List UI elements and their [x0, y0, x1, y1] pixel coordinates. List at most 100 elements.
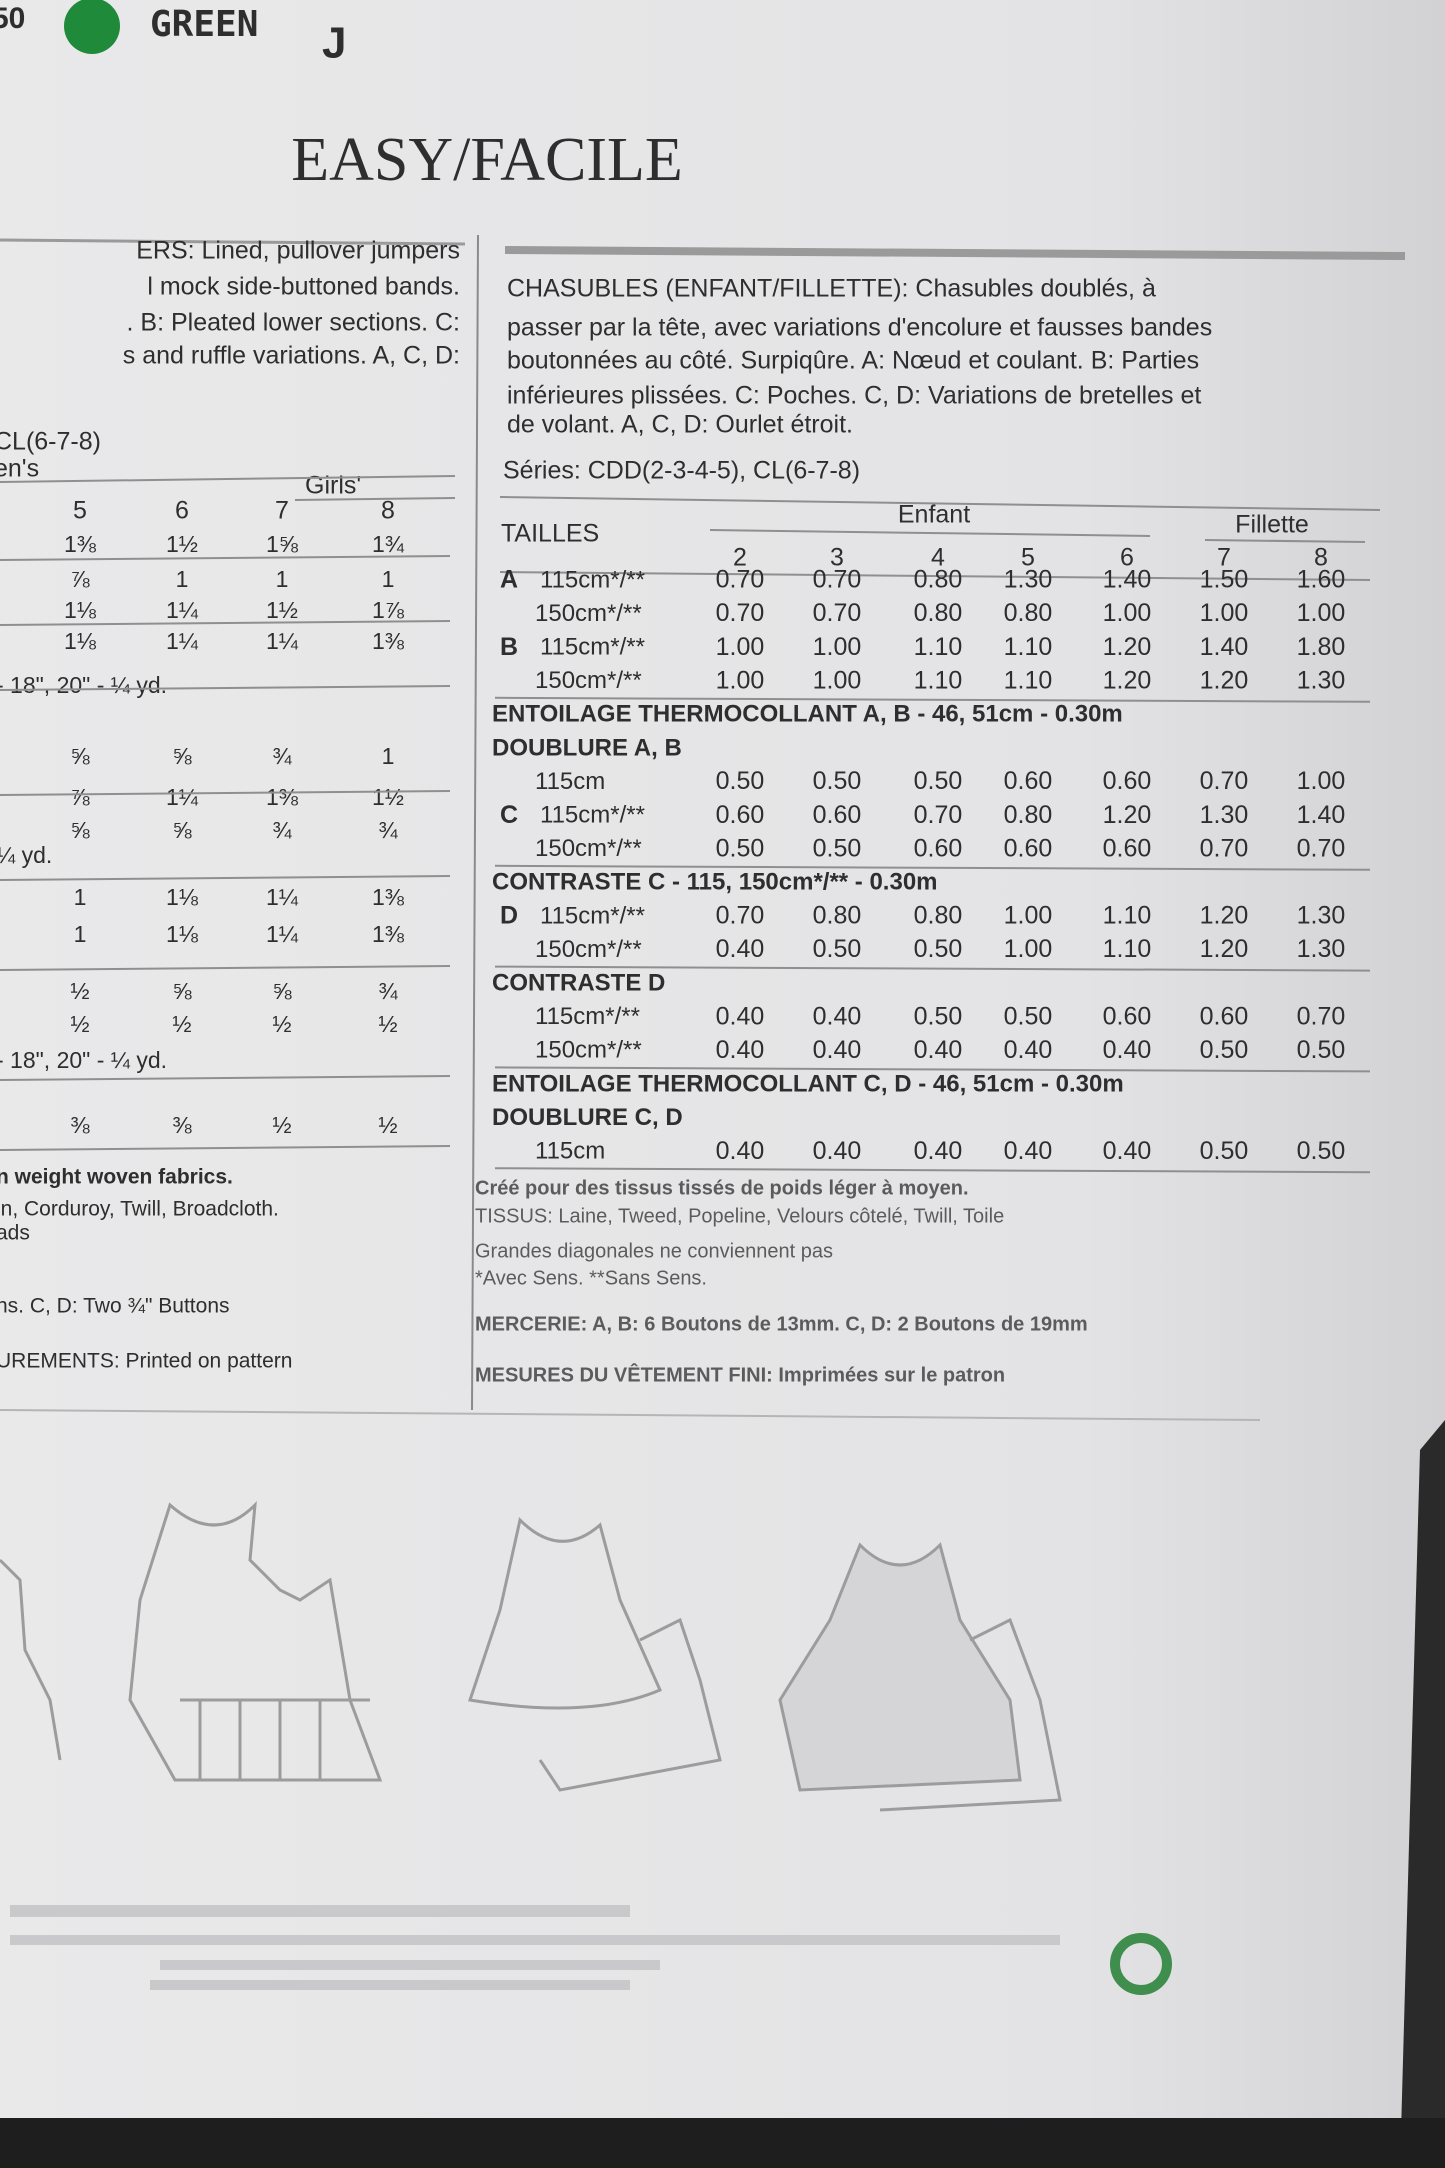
- section-heading: DOUBLURE A, B: [492, 734, 682, 761]
- yardage: 0.40: [716, 1036, 765, 1064]
- yardage: 0.60: [1103, 1002, 1152, 1030]
- yardage: 0.40: [1004, 1036, 1053, 1064]
- yardage: ½: [172, 1011, 191, 1037]
- yardage: 1¾: [372, 531, 405, 557]
- yardage: 1.30: [1297, 902, 1346, 930]
- yardage: ⅜: [70, 1112, 90, 1138]
- title: EASY/FACILE: [291, 126, 683, 194]
- yardage: 1.20: [1200, 902, 1249, 930]
- yardage: 0.50: [914, 1002, 963, 1030]
- yardage: 1⅛: [166, 884, 199, 910]
- rule: [294, 497, 456, 501]
- yardage: 1¼: [266, 628, 299, 654]
- note: TISSUS: Laine, Tweed, Popeline, Velours …: [475, 1205, 1004, 1227]
- recycle-icon: [1110, 1933, 1172, 1995]
- yardage: 1: [74, 921, 87, 947]
- rule: [1204, 539, 1366, 543]
- description-line: de volant. A, C, D: Ourlet étroit.: [507, 411, 853, 439]
- yardage: ¾: [378, 978, 398, 1004]
- yardage: 0.50: [1297, 1137, 1346, 1165]
- group-label: Girls': [305, 472, 361, 500]
- yardage: 1⅜: [266, 784, 299, 810]
- fabric-width: 150cm*/**: [535, 936, 642, 963]
- yardage: ⅝: [172, 978, 192, 1004]
- yardage: 0.40: [914, 1036, 963, 1064]
- section-heading: DOUBLURE C, D: [492, 1104, 683, 1131]
- yardage: 1.00: [813, 633, 862, 661]
- yardage: 1¼: [166, 597, 199, 623]
- yardage: 1.60: [1297, 566, 1346, 594]
- description-line: passer par la tête, avec variations d'en…: [507, 314, 1212, 342]
- size-label: 5: [1021, 544, 1035, 572]
- yardage: 0.60: [1103, 834, 1152, 862]
- yardage: 0.70: [716, 599, 765, 627]
- rule: [0, 475, 456, 483]
- yardage: 1: [382, 566, 395, 592]
- yardage: 0.60: [1103, 767, 1152, 795]
- yardage: 0.50: [716, 767, 765, 795]
- group-label: Enfant: [898, 501, 970, 529]
- yardage: 1⅜: [372, 921, 405, 947]
- yardage: 1: [276, 566, 289, 592]
- yardage: 0.70: [716, 566, 765, 594]
- yardage: 1.00: [1297, 767, 1346, 795]
- yardage: 0.80: [1004, 801, 1053, 829]
- yardage: 0.80: [1004, 599, 1053, 627]
- yardage: 1.20: [1103, 801, 1152, 829]
- series: CL(6-7-8): [0, 428, 101, 456]
- yardage: 1.00: [1200, 599, 1249, 627]
- yardage: 1⅜: [372, 628, 405, 654]
- yardage: ½: [272, 1112, 291, 1138]
- rule: [494, 1167, 1371, 1174]
- yardage: 0.50: [1004, 1002, 1053, 1030]
- rule: [709, 529, 1151, 537]
- group-label: en's: [0, 455, 39, 483]
- yardage: ¾: [378, 817, 398, 843]
- yardage: ½: [70, 1011, 89, 1037]
- yardage: 1.20: [1200, 666, 1249, 694]
- yardage: 1: [74, 884, 87, 910]
- series: Séries: CDD(2-3-4-5), CL(6-7-8): [503, 457, 860, 485]
- yardage: 1.30: [1297, 935, 1346, 963]
- yardage: 1.50: [1200, 566, 1249, 594]
- yardage: 0.40: [813, 1002, 862, 1030]
- group-label: Fillette: [1235, 511, 1309, 539]
- yardage: 1⅜: [372, 884, 405, 910]
- yardage: 0.70: [813, 599, 862, 627]
- yardage: 1.20: [1103, 633, 1152, 661]
- yardage: 0.70: [1297, 834, 1346, 862]
- yardage: 0.40: [1103, 1036, 1152, 1064]
- section-heading: ENTOILAGE THERMOCOLLANT C, D - 46, 51cm …: [492, 1070, 1124, 1097]
- view-letter: J: [322, 19, 346, 68]
- shadow-edge: [1400, 1420, 1445, 2168]
- rule: [0, 790, 451, 796]
- rule: [0, 555, 451, 561]
- yardage: 0.80: [813, 902, 862, 930]
- size-label: 7: [1217, 544, 1231, 572]
- size-label: 8: [1314, 544, 1328, 572]
- yardage: 0.50: [813, 834, 862, 862]
- yardage: 1½: [266, 597, 298, 623]
- garment-sketches: [0, 1501, 1062, 1812]
- fabric-width: 115cm*/**: [535, 1003, 640, 1030]
- yardage: 0.60: [716, 801, 765, 829]
- yardage: 1¼: [266, 884, 299, 910]
- rule: [499, 496, 1381, 511]
- note: MESURES DU VÊTEMENT FINI: Imprimées sur …: [475, 1362, 1005, 1386]
- yardage: 1.00: [1103, 599, 1152, 627]
- description-line: . B: Pleated lower sections. C:: [127, 309, 460, 337]
- yardage: 1.10: [1103, 902, 1152, 930]
- yardage: 0.80: [914, 902, 963, 930]
- note: ¼ yd.: [0, 842, 52, 868]
- yardage: 1⅞: [372, 597, 405, 623]
- yardage: 1.30: [1297, 666, 1346, 694]
- rule: [0, 685, 451, 691]
- yardage: 0.40: [716, 1002, 765, 1030]
- yardage: ⅝: [70, 817, 90, 843]
- yardage: ½: [70, 978, 89, 1004]
- yardage: 1.30: [1004, 566, 1053, 594]
- yardage: 0.70: [1200, 834, 1249, 862]
- yardage: ½: [378, 1112, 397, 1138]
- yardage: ⅞: [70, 784, 90, 810]
- yardage: 0.50: [1200, 1137, 1249, 1165]
